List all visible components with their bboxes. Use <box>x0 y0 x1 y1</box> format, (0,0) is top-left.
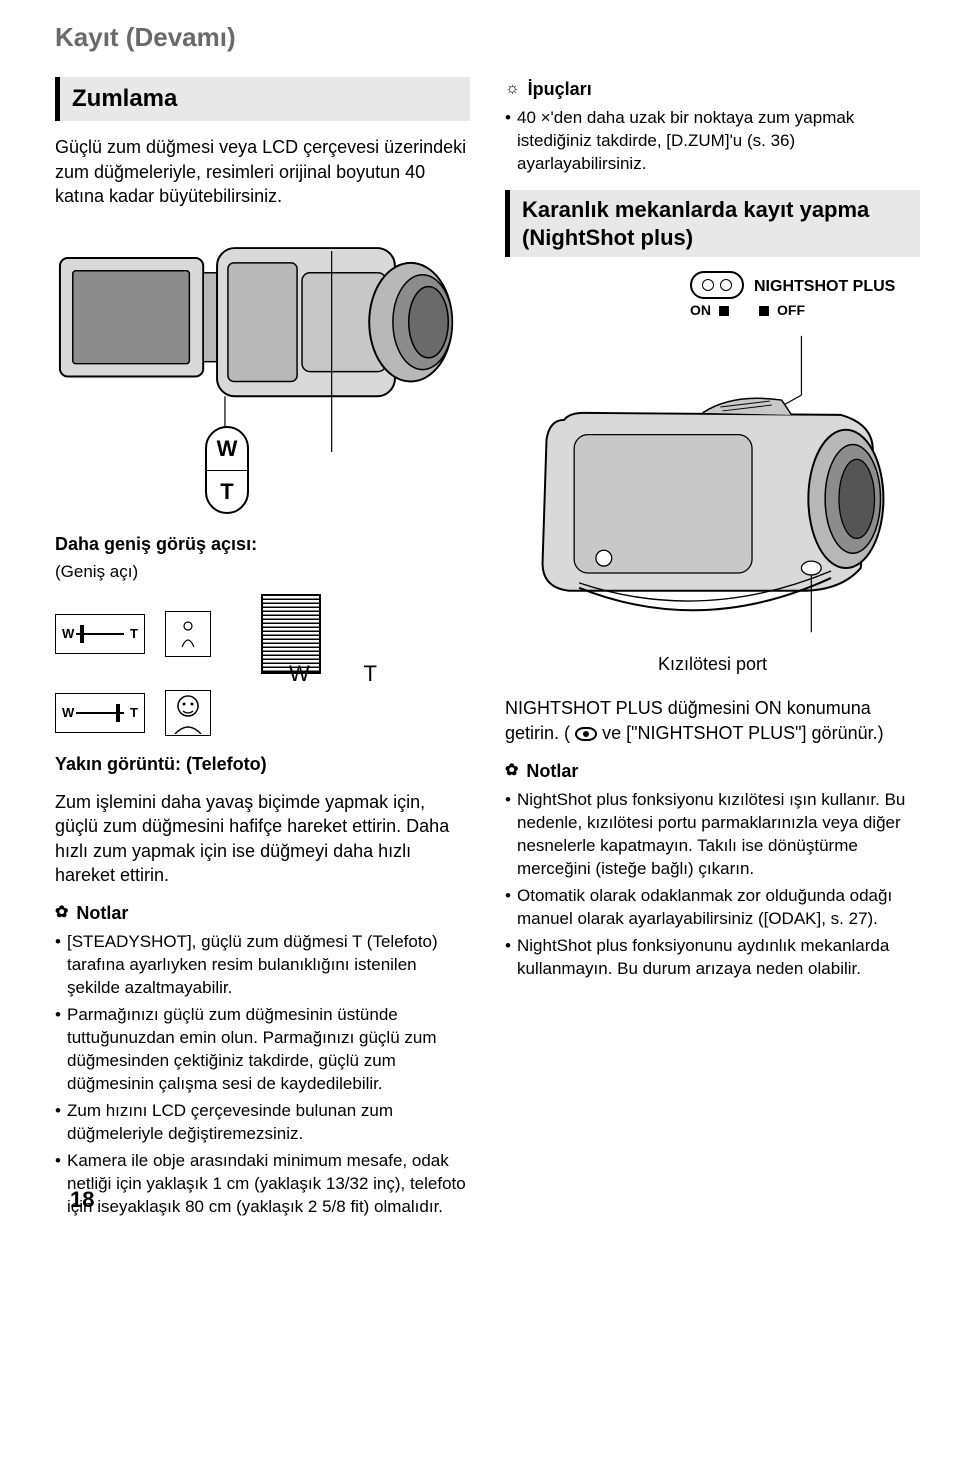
right-note-3: NightShot plus fonksiyonunu aydınlık mek… <box>505 935 920 981</box>
left-notes-list: [STEADYSHOT], güçlü zum düğmesi T (Telef… <box>55 931 470 1218</box>
ns-on-tab <box>719 306 729 316</box>
camera-open-illustration: W T <box>55 222 470 452</box>
telefoto-label: Yakın görüntü: (Telefoto) <box>55 752 470 776</box>
nightshot-plus-label: NIGHTSHOT PLUS <box>754 276 895 298</box>
right-notes-title: Notlar <box>526 759 578 783</box>
zoom-t-label: T <box>207 471 247 513</box>
nightshot-switch-panel: NIGHTSHOT PLUS ON OFF <box>690 271 920 320</box>
tips-icon: ☼ <box>505 78 520 100</box>
zoom-row-tele: W T <box>55 690 470 736</box>
section-title-nightshot: Karanlık mekanlarda kayıt yapma (NightSh… <box>505 190 920 257</box>
wt-inline-label: W T <box>289 661 401 686</box>
left-notes-title: Notlar <box>76 901 128 925</box>
nightshot-on-label: ON <box>690 301 711 320</box>
right-notes-list: NightShot plus fonksiyonu kızılötesi ışı… <box>505 789 920 981</box>
tip-1: 40 ×'den daha uzak bir noktaya zum yapma… <box>505 107 920 176</box>
camera-side-illustration <box>505 334 920 644</box>
left-note-4: Kamera ile obje arasındaki minimum mesaf… <box>55 1150 470 1219</box>
wt-zoom-buttons: W T <box>205 426 249 514</box>
zoom-w-label: W <box>207 428 247 471</box>
ns-off-tab <box>759 306 769 316</box>
page-number: 18 <box>70 1185 94 1215</box>
ir-port-label: Kızılötesi port <box>505 652 920 676</box>
zoom-slider-wide: W T <box>55 614 145 654</box>
zoom-slider-tele: W T <box>55 693 145 733</box>
nightshot-instruction: NIGHTSHOT PLUS düğmesini ON konumuna get… <box>505 696 920 745</box>
left-note-1: [STEADYSHOT], güçlü zum düğmesi T (Telef… <box>55 931 470 1000</box>
eye-icon <box>575 727 597 741</box>
left-note-3: Zum hızını LCD çerçevesinde bulunan zum … <box>55 1100 470 1146</box>
tips-header: ☼ İpuçları <box>505 77 920 101</box>
slider-t-2: T <box>130 704 138 722</box>
wide-angle-label: Daha geniş görüş açısı: <box>55 532 470 556</box>
right-note-1: NightShot plus fonksiyonu kızılötesi ışı… <box>505 789 920 881</box>
zoom-demo-block: Daha geniş görüş açısı: (Geniş açı) W T … <box>55 532 470 776</box>
zoom-face-small <box>165 611 211 657</box>
slider-t: T <box>130 625 138 643</box>
notes-icon-2: ✿ <box>505 760 518 782</box>
nightshot-switch-icon <box>690 271 744 299</box>
notes-icon: ✿ <box>55 902 68 924</box>
section-title-zumlama: Zumlama <box>55 77 470 121</box>
page-header: Kayıt (Devamı) <box>55 20 920 55</box>
tips-list: 40 ×'den daha uzak bir noktaya zum yapma… <box>505 107 920 176</box>
wide-angle-paren: (Geniş açı) <box>55 561 470 584</box>
left-column: Zumlama Güçlü zum düğmesi veya LCD çerçe… <box>55 77 470 1233</box>
slider-w: W <box>62 625 74 643</box>
slider-w-2: W <box>62 704 74 722</box>
left-note-2: Parmağınızı güçlü zum düğmesinin üstünde… <box>55 1004 470 1096</box>
zumlama-intro: Güçlü zum düğmesi veya LCD çerçevesi üze… <box>55 135 470 208</box>
nightshot-off-label: OFF <box>777 301 805 320</box>
tips-title: İpuçları <box>528 77 592 101</box>
right-column: ☼ İpuçları 40 ×'den daha uzak bir noktay… <box>505 77 920 1233</box>
right-notes-header: ✿ Notlar <box>505 759 920 783</box>
left-notes-header: ✿ Notlar <box>55 901 470 925</box>
ns-instr-part2: ve ["NIGHTSHOT PLUS"] görünür.) <box>602 723 884 743</box>
zoom-speed-text: Zum işlemini daha yavaş biçimde yapmak i… <box>55 790 470 887</box>
zoom-face-big <box>165 690 211 736</box>
right-note-2: Otomatik olarak odaklanmak zor olduğunda… <box>505 885 920 931</box>
zoom-row-wide: W T W T <box>55 594 470 674</box>
